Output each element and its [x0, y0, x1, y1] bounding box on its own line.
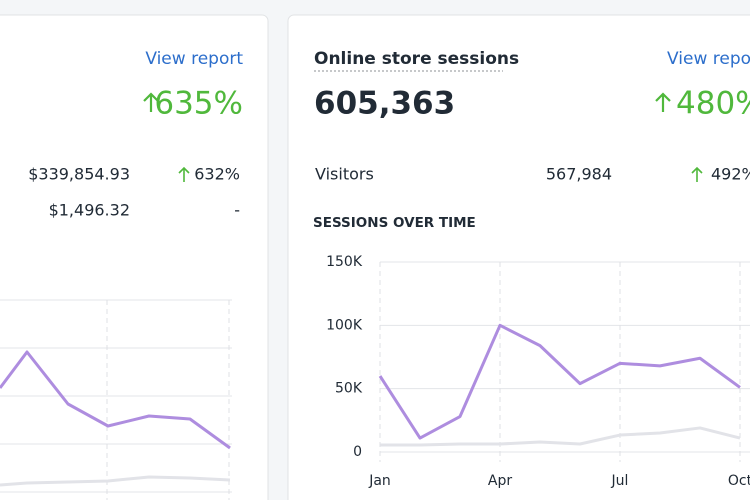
line — [0, 475, 231, 487]
y-tick-label: 150K — [326, 254, 363, 270]
total-value: 605,363 — [314, 86, 455, 122]
y-tick-label: 50K — [335, 381, 363, 397]
row-change: 632% — [194, 165, 240, 184]
row-value: $339,854.93 — [28, 165, 130, 184]
right-card — [287, 14, 750, 500]
left-chart — [0, 299, 232, 500]
change-percent: 635% — [154, 86, 243, 122]
line — [0, 350, 231, 450]
up-arrow-icon — [655, 92, 671, 112]
row-value: $1,496.32 — [49, 201, 130, 220]
y-tick-label: 100K — [326, 317, 363, 333]
x-tick-label: Jan — [368, 473, 391, 489]
change-percent: 480% — [676, 86, 750, 122]
up-arrow-icon — [691, 166, 703, 182]
x-tick-label: Oct — [728, 473, 750, 489]
card-title: Online store sessions — [314, 49, 519, 69]
up-arrow-icon — [178, 166, 190, 182]
row-change: 492% — [711, 165, 750, 184]
line — [380, 426, 741, 447]
left-card — [0, 14, 269, 500]
x-tick-label: Jul — [611, 473, 629, 489]
chart-title: SESSIONS OVER TIME — [313, 215, 476, 231]
y-tick-label: 0 — [353, 444, 362, 460]
up-arrow-icon — [143, 92, 159, 112]
x-tick-label: Apr — [488, 473, 512, 489]
sessions-chart: 0 50K 100K 150K Jan Apr Jul Oct — [326, 254, 750, 489]
view-report-link[interactable]: View report — [667, 49, 750, 69]
line — [378, 323, 741, 440]
row-value: 567,984 — [546, 165, 612, 184]
view-report-link[interactable]: View report — [145, 49, 243, 69]
row-label: Visitors — [315, 165, 374, 184]
row-change: - — [234, 201, 240, 220]
